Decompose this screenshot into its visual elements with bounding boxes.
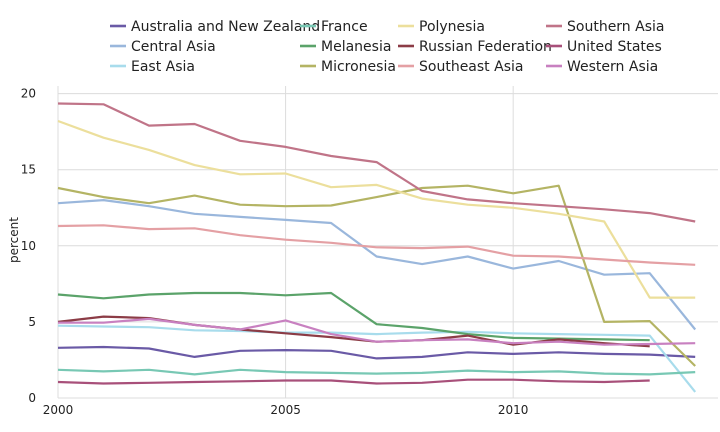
series-line-southern-asia — [57, 102, 696, 223]
legend-label: Australia and New Zealand — [131, 19, 320, 35]
series-line-melanesia — [57, 291, 650, 342]
y-tick-label: 5 — [28, 315, 36, 329]
y-tick-label: 20 — [21, 87, 36, 101]
series-line-australia-and-new-zealand — [57, 345, 696, 360]
legend-label: Southeast Asia — [419, 59, 523, 75]
grid — [57, 86, 718, 399]
x-tick-label: 2010 — [498, 403, 529, 417]
legend-label: France — [321, 19, 368, 35]
series-line-united-states — [57, 378, 650, 385]
x-tick-label: 2005 — [270, 403, 301, 417]
series-line-east-asia — [57, 324, 697, 393]
series-line-western-asia — [58, 317, 696, 346]
x-tick-label: 2000 — [43, 403, 74, 417]
legend: Australia and New Zealand Central Asia Eas… — [110, 19, 664, 75]
series-line-central-asia — [57, 199, 697, 331]
series-line-micronesia — [57, 184, 696, 367]
legend-label: Micronesia — [321, 59, 396, 75]
y-axis-label: percent — [7, 217, 21, 263]
legend-label: East Asia — [131, 59, 195, 75]
legend-label: Southern Asia — [567, 19, 664, 35]
legend-label: Melanesia — [321, 39, 391, 55]
series-line-polynesia — [57, 119, 696, 299]
x-axis: 2000 2005 2010 — [43, 403, 529, 417]
legend-label: Polynesia — [419, 19, 485, 35]
legend-label: Western Asia — [567, 59, 658, 75]
legend-label: Central Asia — [131, 39, 216, 55]
legend-label: Russian Federation — [419, 39, 552, 55]
series-line-france — [57, 368, 696, 376]
y-axis: 0 5 10 15 20 — [21, 87, 36, 405]
legend-label: United States — [567, 39, 662, 55]
y-tick-label: 10 — [21, 239, 36, 253]
y-tick-label: 15 — [21, 163, 36, 177]
series-line-southeast-asia — [57, 224, 696, 266]
y-tick-label: 0 — [28, 391, 36, 405]
series-lines — [57, 102, 697, 393]
